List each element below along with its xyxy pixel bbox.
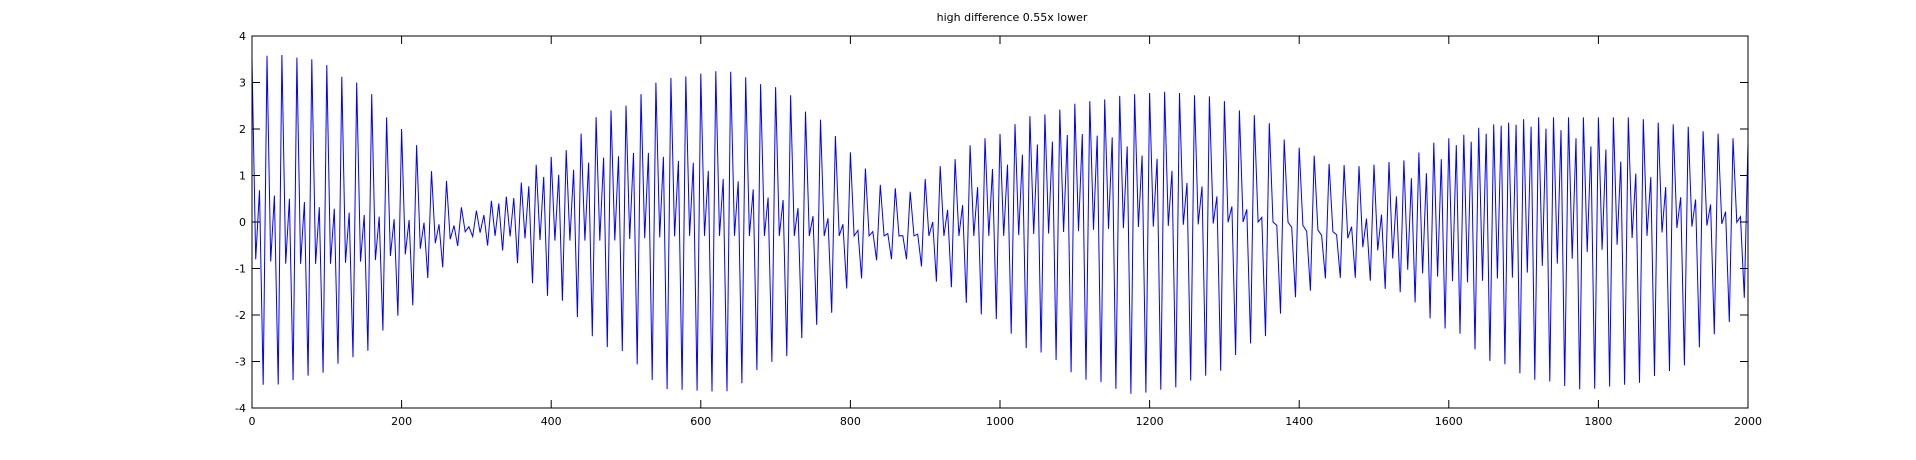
plot-frame bbox=[251, 35, 1749, 409]
x-tick-label: 1800 bbox=[1584, 415, 1612, 428]
x-tick-label: 200 bbox=[391, 415, 412, 428]
x-tick-label: 2000 bbox=[1734, 415, 1762, 428]
y-tick-label: -1 bbox=[235, 263, 246, 276]
x-tick-label: 400 bbox=[541, 415, 562, 428]
x-tick-label: 600 bbox=[690, 415, 711, 428]
y-tick-label: 2 bbox=[239, 123, 246, 136]
y-tick-label: 4 bbox=[239, 30, 246, 43]
x-tick-label: 800 bbox=[840, 415, 861, 428]
x-tick-label: 1000 bbox=[986, 415, 1014, 428]
y-tick-label: -3 bbox=[235, 356, 246, 369]
y-tick-label: 1 bbox=[239, 170, 246, 183]
x-tick-label: 1200 bbox=[1136, 415, 1164, 428]
y-axis: 4 3 2 1 0 -1 -2 -3 -4 bbox=[235, 30, 1748, 415]
x-tick-label: 0 bbox=[249, 415, 256, 428]
signal-line bbox=[251, 54, 1749, 394]
chart-title: high difference 0.55x lower bbox=[937, 11, 1088, 24]
x-tick-label: 1600 bbox=[1435, 415, 1463, 428]
signal-layer bbox=[251, 54, 1749, 394]
y-tick-label: 3 bbox=[239, 77, 246, 90]
y-tick-label: -4 bbox=[235, 402, 246, 415]
y-tick-label: -2 bbox=[235, 309, 246, 322]
x-axis: 0 200 400 600 800 1000 1200 1400 1600 1800 2000 bbox=[249, 36, 1762, 428]
y-tick-label: 0 bbox=[239, 216, 246, 229]
x-tick-label: 1400 bbox=[1285, 415, 1313, 428]
